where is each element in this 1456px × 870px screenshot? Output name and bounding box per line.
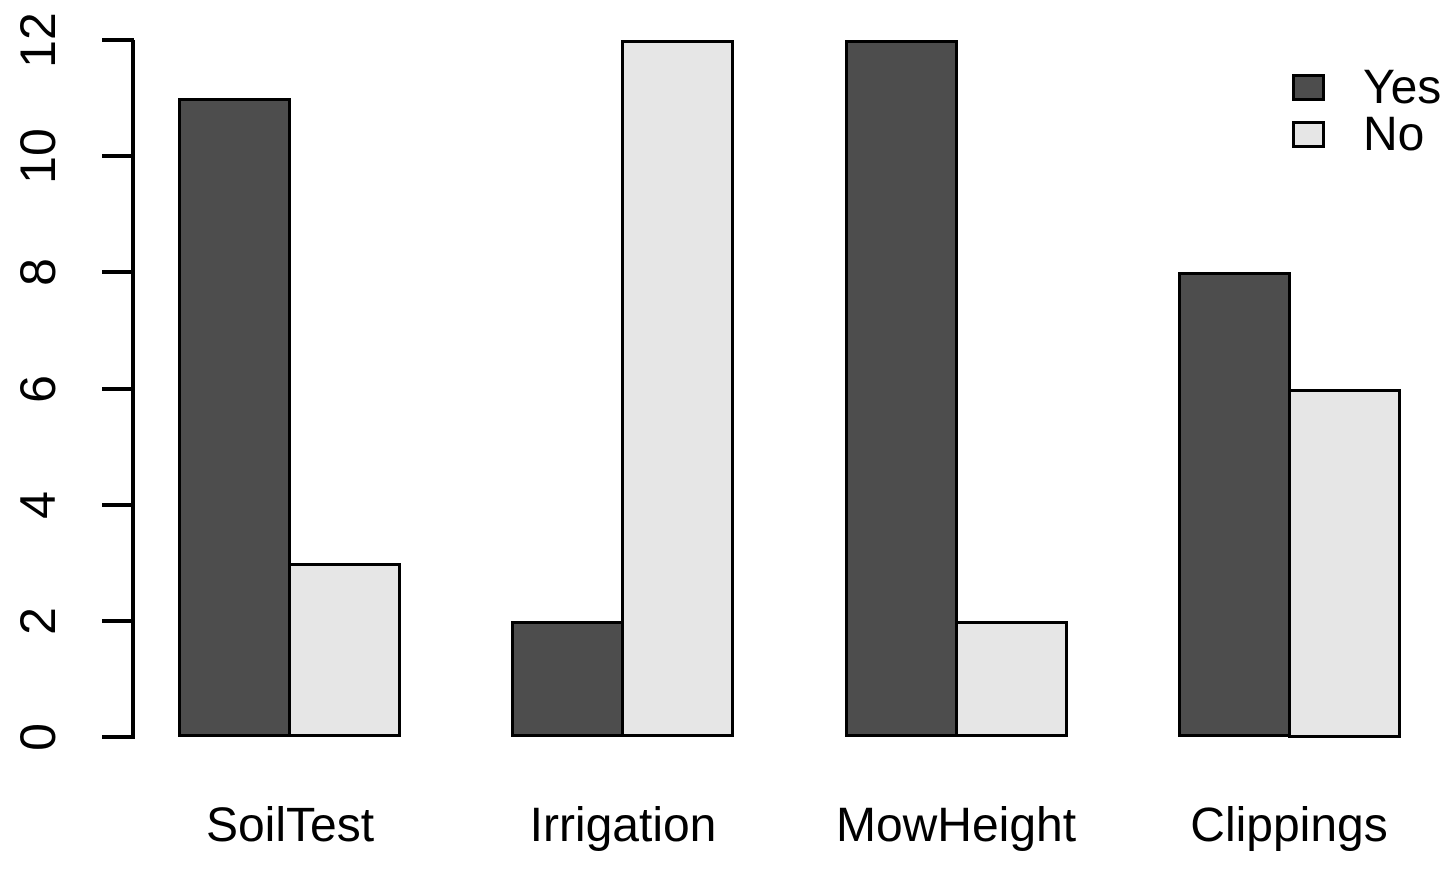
bar-soiltest-yes bbox=[178, 98, 291, 737]
bar-mowheight-no bbox=[955, 621, 1068, 737]
y-tick-label: 0 bbox=[10, 723, 66, 751]
y-tick-label: 4 bbox=[10, 490, 66, 519]
y-tick-label: 12 bbox=[10, 12, 66, 68]
bar-clippings-no bbox=[1288, 389, 1401, 738]
x-axis-label-clippings: Clippings bbox=[1190, 799, 1388, 852]
y-tick bbox=[102, 618, 134, 623]
bar-clippings-yes bbox=[1178, 272, 1291, 737]
y-tick bbox=[102, 386, 134, 391]
y-tick-label: 2 bbox=[10, 606, 66, 635]
y-tick bbox=[102, 270, 134, 275]
legend-swatch-no bbox=[1292, 121, 1325, 148]
legend-item-no: No bbox=[1292, 108, 1441, 161]
bar-irrigation-no bbox=[621, 40, 734, 737]
x-axis-label-soiltest: SoilTest bbox=[205, 799, 375, 852]
y-tick bbox=[102, 38, 134, 42]
legend-label-no: No bbox=[1363, 108, 1425, 161]
y-tick-label: 10 bbox=[10, 128, 66, 184]
y-tick-label: 8 bbox=[10, 258, 66, 287]
bar-soiltest-no bbox=[288, 563, 401, 737]
x-axis-label-irrigation: Irrigation bbox=[529, 799, 717, 852]
y-tick-label: 6 bbox=[10, 374, 66, 403]
legend-label-yes: Yes bbox=[1363, 61, 1442, 114]
bar-mowheight-yes bbox=[845, 40, 958, 737]
y-tick bbox=[102, 154, 134, 159]
legend-swatch-yes bbox=[1292, 74, 1325, 101]
y-tick bbox=[102, 735, 134, 739]
legend: Yes No bbox=[1292, 61, 1442, 161]
legend-item-yes: Yes bbox=[1292, 61, 1442, 114]
y-tick bbox=[102, 502, 134, 507]
x-axis-label-mowheight: MowHeight bbox=[835, 799, 1077, 852]
bar-irrigation-yes bbox=[511, 621, 624, 737]
